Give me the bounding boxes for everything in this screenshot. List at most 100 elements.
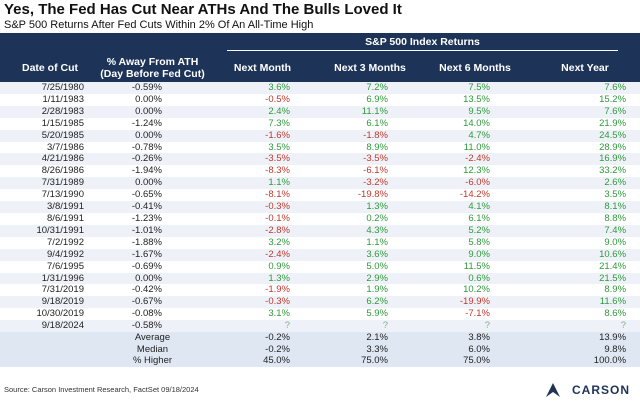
date-cell: 7/13/1990	[41, 189, 84, 201]
column-header-line: Next Year	[561, 61, 609, 74]
return-cell: 0.2%	[366, 212, 388, 224]
return-cell: 7.5%	[420, 82, 530, 94]
logo: CARSON	[571, 383, 630, 397]
ath-cell: -0.26%	[100, 153, 205, 166]
date-cell: 5/20/1985	[0, 129, 100, 142]
ath-cell: -0.67%	[100, 296, 205, 309]
subtitle: S&P 500 Returns After Fed Cuts Within 2%…	[4, 19, 314, 31]
table-row: 1/31/1996 0.00% 1.3% 2.9% 0.6% 21.5%	[0, 272, 640, 285]
return-cell: ?	[205, 320, 320, 333]
return-cell: 11.0%	[463, 141, 490, 153]
returns-table: S&P 500 Index Returns Date of Cut % Away …	[0, 33, 640, 367]
summary-value: 45.0%	[205, 355, 320, 367]
date-cell: 7/2/1992	[47, 236, 84, 248]
ath-cell: -0.69%	[131, 260, 162, 272]
date-cell: 10/30/2019	[36, 308, 84, 320]
table-row: 3/8/1991 -0.41% -0.3% 1.3% 4.1% 8.1%	[0, 201, 640, 213]
summary-value: 13.9%	[530, 332, 640, 344]
date-cell: 8/26/1986	[41, 165, 84, 177]
return-cell: -1.6%	[205, 129, 320, 142]
ath-cell: -0.08%	[131, 308, 162, 320]
ath-cell: -1.94%	[131, 165, 162, 177]
summary-cell	[0, 343, 100, 356]
return-cell: 7.6%	[530, 105, 640, 118]
return-cell: 2.4%	[205, 105, 320, 118]
return-cell: -6.1%	[363, 165, 388, 177]
return-cell: 3.5%	[604, 189, 627, 201]
return-cell: 2.6%	[530, 177, 640, 190]
return-cell: -2.4%	[420, 153, 530, 166]
return-cell: 14.0%	[463, 117, 490, 129]
summary-label: Average	[100, 332, 205, 344]
ath-cell: -1.88%	[131, 236, 162, 248]
table-row: 8/6/1991 -1.23% -0.1% 0.2% 6.1% 8.8%	[0, 213, 640, 225]
return-cell: 9.5%	[420, 105, 530, 118]
return-cell: -19.8%	[357, 189, 388, 201]
return-cell: 0.6%	[420, 272, 530, 285]
ath-cell: 0.00%	[100, 272, 205, 285]
column-header: Next Month	[205, 53, 320, 82]
return-cell: 12.3%	[463, 165, 490, 177]
return-cell: -6.0%	[420, 177, 530, 190]
table-row: 7/6/1995 -0.69% 0.9% 5.0% 11.5% 21.4%	[0, 261, 640, 273]
title: Yes, The Fed Has Cut Near ATHs And The B…	[4, 1, 402, 18]
column-header-line: Next 3 Months	[334, 61, 406, 74]
return-cell: 7.2%	[320, 82, 420, 94]
summary-value: -0.2%	[205, 343, 320, 356]
column-header: Date of Cut	[0, 53, 100, 82]
date-cell: 9/18/2024	[0, 320, 100, 333]
table-row: 9/4/1992 -1.67% -2.4% 3.6% 9.0% 10.6%	[0, 248, 640, 261]
table-header: S&P 500 Index Returns Date of Cut % Away …	[0, 33, 640, 82]
column-header-line: % Away From ATH	[106, 55, 199, 68]
return-cell: 3.6%	[205, 82, 320, 94]
table-row: 1/15/1985 -1.24% 7.3% 6.1% 14.0% 21.9%	[0, 118, 640, 130]
table-row: 10/31/1991 -1.01% -2.8% 4.3% 5.2% 7.4%	[0, 224, 640, 237]
return-cell: -0.5%	[265, 93, 290, 105]
return-cell: -7.1%	[465, 308, 490, 320]
return-cell: 28.9%	[599, 141, 627, 153]
date-cell: 3/8/1991	[0, 201, 100, 213]
summary-value: 2.1%	[320, 332, 420, 344]
summary-value: 75.0%	[420, 355, 530, 367]
table-row: 2/28/1983 0.00% 2.4% 11.1% 9.5% 7.6%	[0, 105, 640, 118]
return-cell: -1.9%	[265, 284, 290, 296]
group-header-row: S&P 500 Index Returns	[0, 33, 640, 53]
return-cell: 21.4%	[599, 260, 627, 272]
date-cell: 10/31/1991	[0, 224, 100, 237]
return-cell: -2.4%	[205, 248, 320, 261]
return-cell: ?	[320, 320, 420, 333]
return-cell: 33.2%	[599, 165, 627, 177]
summary-cell	[0, 332, 100, 344]
ath-cell: -0.58%	[100, 320, 205, 333]
summary-label: Median	[100, 343, 205, 356]
table-row: 9/18/2019 -0.67% -0.3% 6.2% -19.9% 11.6%	[0, 296, 640, 309]
group-header-text: S&P 500 Index Returns	[226, 36, 619, 51]
return-cell: 3.2%	[268, 236, 290, 248]
return-cell: ?	[530, 320, 640, 333]
return-cell: 11.1%	[320, 105, 420, 118]
column-header-line: Next Month	[233, 61, 292, 74]
return-cell: -3.5%	[320, 153, 420, 166]
ath-cell: 0.00%	[100, 177, 205, 190]
return-cell: 13.5%	[463, 93, 490, 105]
return-cell: 1.3%	[205, 272, 320, 285]
return-cell: 21.5%	[530, 272, 640, 285]
return-cell: 5.0%	[366, 260, 388, 272]
return-cell: 24.5%	[530, 129, 640, 142]
header-cell	[0, 33, 205, 53]
return-cell: 1.9%	[366, 284, 388, 296]
date-cell: 1/15/1985	[41, 117, 84, 129]
summary-value: 3.8%	[420, 332, 530, 344]
date-cell: 9/18/2019	[0, 296, 100, 309]
return-cell: 8.1%	[530, 201, 640, 213]
summary-value: -0.2%	[205, 332, 320, 344]
return-cell: 11.5%	[463, 260, 490, 272]
date-cell: 4/21/1986	[0, 153, 100, 166]
column-header-row: Date of Cut % Away From ATH (Day Before Fe…	[0, 53, 640, 82]
ath-cell: 0.00%	[100, 105, 205, 118]
ath-cell: 0.00%	[100, 129, 205, 142]
return-cell: 7.4%	[530, 224, 640, 237]
ath-cell: -0.42%	[131, 284, 162, 296]
column-header-line: (Day Before Fed Cut)	[100, 67, 205, 80]
return-cell: 15.2%	[599, 93, 627, 105]
